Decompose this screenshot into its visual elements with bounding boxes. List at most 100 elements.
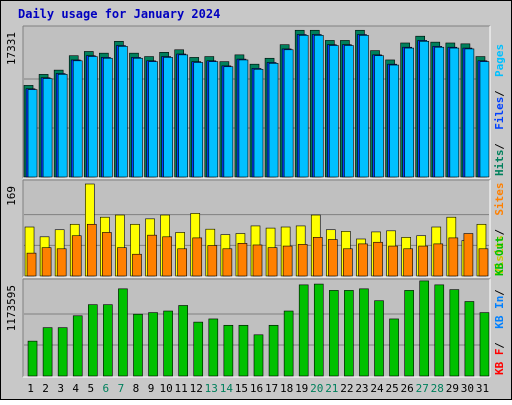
panel-hits: 17331 Hits / Files / Pages [5, 25, 506, 179]
bar [42, 327, 53, 377]
bar [449, 289, 460, 377]
x-tick-label: 23 [355, 382, 368, 395]
bar [148, 61, 158, 178]
x-tick-label: 8 [133, 382, 140, 395]
legend-label: KB F [493, 349, 506, 376]
bar [433, 243, 444, 277]
bar [268, 63, 279, 178]
bar [434, 284, 445, 377]
bar [329, 290, 339, 377]
x-tick-label: 7 [118, 382, 125, 395]
bar [238, 324, 249, 377]
x-tick-label: 19 [295, 382, 308, 395]
bar [192, 237, 203, 277]
x-tick-label: 29 [446, 382, 459, 395]
bar [178, 305, 188, 377]
bar [163, 310, 173, 377]
bar [27, 340, 38, 377]
bar [449, 47, 460, 178]
bar [448, 237, 459, 277]
bar [343, 248, 353, 277]
y-max-label: 1173595 [5, 285, 18, 331]
bar [177, 248, 187, 277]
x-tick-label: 4 [72, 382, 79, 395]
bar [103, 304, 113, 377]
bar [374, 55, 384, 178]
y-max-label: 17331 [5, 32, 18, 65]
bar [41, 247, 52, 277]
bar [359, 35, 369, 178]
bar [358, 243, 368, 277]
bar [479, 312, 490, 377]
bar [419, 40, 430, 178]
x-tick-label: 26 [401, 382, 414, 395]
bar [388, 245, 398, 277]
legend-label: Visits [493, 235, 506, 275]
legend-separator: / [493, 229, 506, 236]
bar [223, 66, 234, 178]
x-tick-label: 31 [476, 382, 489, 395]
x-tick-label: 10 [159, 382, 172, 395]
bar [56, 248, 67, 277]
legend-label: Files [493, 97, 506, 130]
bar [133, 313, 143, 377]
bar [87, 56, 98, 178]
bar [328, 239, 338, 277]
bar [268, 324, 279, 377]
bar [297, 244, 308, 277]
bar [283, 49, 294, 178]
legend-label: KB Out [493, 236, 506, 276]
x-tick-label: 24 [370, 382, 384, 395]
x-tick-label: 27 [416, 382, 429, 395]
bar [373, 241, 383, 277]
bar [252, 244, 263, 277]
x-tick-label: 14 [220, 382, 234, 395]
x-tick-label: 18 [280, 382, 293, 395]
series-pages [27, 35, 490, 178]
bar [418, 245, 429, 277]
bar [223, 324, 234, 377]
panel-kbytes: 1173595 KB F / KB In / KB Out [5, 236, 506, 378]
bar [463, 233, 474, 277]
bar [389, 318, 399, 377]
bar [298, 284, 309, 377]
bar [132, 253, 142, 277]
bar [283, 310, 294, 377]
bar [193, 321, 204, 377]
legend-separator: / [493, 90, 506, 97]
bar [253, 68, 264, 178]
x-tick-label: 13 [205, 382, 218, 395]
bar [238, 59, 249, 178]
bar [117, 247, 127, 277]
bar [237, 243, 248, 277]
x-tick-label: 12 [190, 382, 203, 395]
x-tick-label: 22 [340, 382, 353, 395]
bar [313, 283, 324, 377]
bar [298, 35, 309, 178]
bar [208, 61, 219, 178]
bar [72, 60, 83, 178]
bar [253, 334, 264, 377]
bar [207, 245, 218, 277]
bar [86, 223, 97, 277]
bar [72, 315, 83, 377]
bar [208, 318, 219, 377]
bar [178, 54, 188, 178]
bar [329, 45, 339, 178]
bar [57, 327, 68, 377]
bar [434, 46, 445, 178]
bar [57, 74, 68, 178]
x-tick-label: 2 [42, 382, 49, 395]
x-tick-label: 16 [250, 382, 263, 395]
bar [464, 48, 475, 178]
chart-title: Daily usage for January 2024 [18, 7, 220, 21]
legend-label: KB In [493, 296, 506, 329]
legend-separator: / [493, 143, 506, 150]
bar [147, 234, 157, 277]
x-tick-label: 11 [175, 382, 188, 395]
bar [162, 236, 172, 277]
bar [389, 64, 399, 178]
